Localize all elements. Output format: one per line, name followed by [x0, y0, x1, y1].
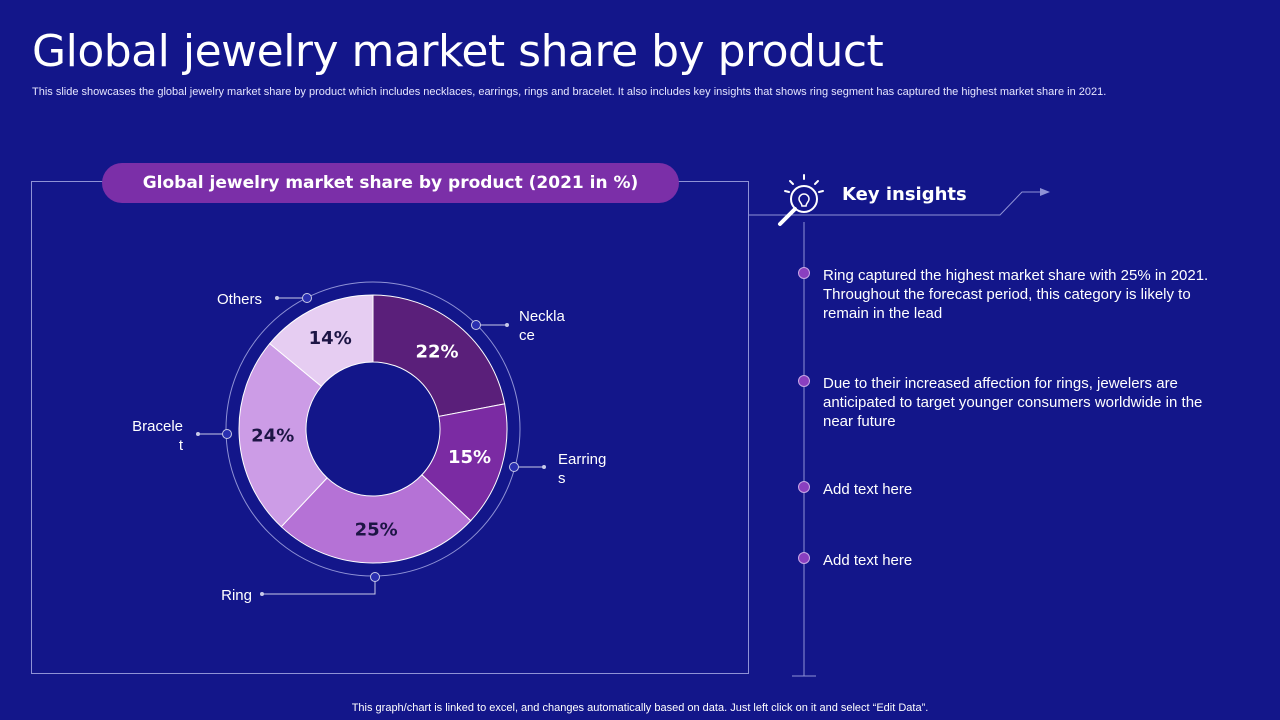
page-title: Global jewelry market share by product — [32, 26, 884, 77]
page-subtitle: This slide showcases the global jewelry … — [32, 86, 1107, 98]
insight-bullet — [798, 267, 810, 279]
legend-anchor-dot — [370, 572, 380, 582]
insight-item-4[interactable]: Add text here — [823, 552, 913, 569]
donut-slice-others[interactable] — [269, 294, 374, 387]
legend-anchor-dot — [509, 462, 519, 472]
donut-slice-bracelet[interactable] — [238, 342, 328, 528]
slice-value-label: 14% — [309, 328, 352, 349]
donut-slice-necklace[interactable] — [372, 294, 506, 418]
insight-bullets — [798, 267, 810, 564]
donut-slice-ring[interactable] — [280, 474, 472, 564]
footer-note: This graph/chart is linked to excel, and… — [351, 702, 929, 714]
legend-anchor-dot — [222, 429, 232, 439]
slice-value-label: 25% — [355, 519, 398, 540]
legend-label-bracelet: Bracele t — [132, 418, 184, 454]
legend-leader-end — [260, 592, 264, 596]
insight-item-3[interactable]: Add text here — [823, 481, 913, 498]
legend-label-others: Others — [217, 291, 262, 308]
slice-value-label: 24% — [251, 425, 294, 446]
insight-item-2: Due to their increased affection for rin… — [823, 375, 1203, 430]
insight-bullet — [798, 552, 810, 564]
slice-value-label: 22% — [416, 342, 459, 363]
legend-label-ring: Ring — [221, 587, 252, 604]
legend-label-earrings: Earring s — [558, 451, 606, 487]
legend-leader-end — [275, 296, 279, 300]
legend-anchor-dot — [302, 293, 312, 303]
legend-leader-end — [542, 465, 546, 469]
legend-leader-end — [505, 323, 509, 327]
legend-leader-line — [262, 577, 376, 595]
slice-value-label: 15% — [448, 447, 491, 468]
insights-decoration — [749, 188, 1050, 677]
legend-anchor-dot — [471, 320, 481, 330]
lightbulb-magnifier-icon — [778, 174, 824, 226]
insights-heading: Key insights — [842, 184, 967, 205]
insight-bullet — [798, 375, 810, 387]
insight-item-1: Ring captured the highest market share w… — [823, 267, 1209, 322]
insight-bullet — [798, 481, 810, 493]
chart-title: Global jewelry market share by product (… — [102, 163, 679, 203]
legend-label-necklace: Neckla ce — [519, 308, 566, 344]
legend-leader-end — [196, 432, 200, 436]
